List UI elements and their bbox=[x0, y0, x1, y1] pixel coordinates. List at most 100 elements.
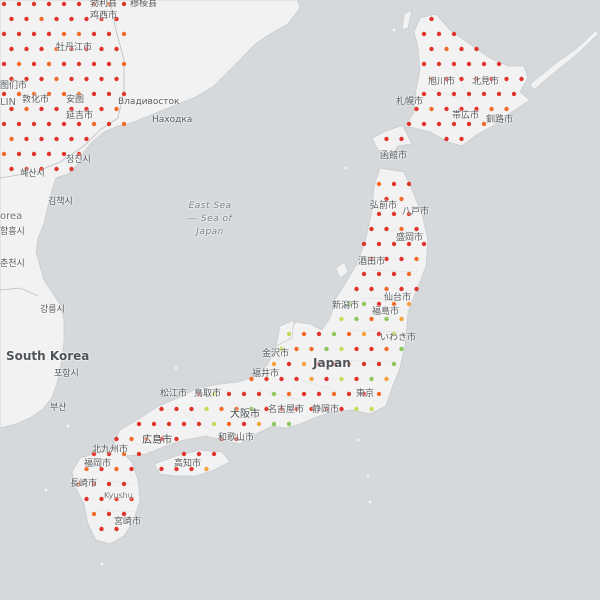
data-point[interactable] bbox=[309, 346, 314, 352]
data-point[interactable] bbox=[54, 106, 59, 112]
data-point[interactable] bbox=[1, 151, 7, 157]
data-point[interactable] bbox=[459, 46, 464, 52]
data-point[interactable] bbox=[106, 91, 112, 97]
data-point[interactable] bbox=[436, 31, 442, 37]
data-point[interactable] bbox=[106, 481, 112, 487]
data-point[interactable] bbox=[286, 331, 292, 337]
data-point[interactable] bbox=[414, 256, 419, 262]
data-point[interactable] bbox=[324, 376, 329, 382]
data-point[interactable] bbox=[39, 46, 44, 52]
data-point[interactable] bbox=[481, 91, 487, 97]
data-point[interactable] bbox=[84, 106, 89, 112]
data-point[interactable] bbox=[384, 286, 389, 292]
data-point[interactable] bbox=[361, 301, 367, 307]
data-point[interactable] bbox=[106, 121, 112, 127]
data-point[interactable] bbox=[301, 391, 307, 397]
data-point[interactable] bbox=[286, 361, 292, 367]
data-point[interactable] bbox=[414, 286, 419, 292]
data-point[interactable] bbox=[481, 61, 487, 67]
data-point[interactable] bbox=[106, 511, 112, 517]
data-point[interactable] bbox=[189, 406, 194, 412]
data-point[interactable] bbox=[331, 361, 337, 367]
data-point[interactable] bbox=[174, 466, 179, 472]
data-point[interactable] bbox=[279, 376, 284, 382]
data-point[interactable] bbox=[106, 451, 112, 457]
data-point[interactable] bbox=[129, 466, 134, 472]
data-point[interactable] bbox=[466, 121, 472, 127]
data-point[interactable] bbox=[391, 271, 397, 277]
data-point[interactable] bbox=[384, 376, 389, 382]
data-point[interactable] bbox=[159, 406, 164, 412]
data-point[interactable] bbox=[9, 16, 14, 22]
data-point[interactable] bbox=[211, 451, 217, 457]
data-point[interactable] bbox=[474, 76, 479, 82]
data-point[interactable] bbox=[294, 346, 299, 352]
data-point[interactable] bbox=[159, 466, 164, 472]
data-point[interactable] bbox=[196, 421, 202, 427]
data-point[interactable] bbox=[99, 496, 104, 502]
data-point[interactable] bbox=[399, 196, 404, 202]
data-point[interactable] bbox=[511, 91, 517, 97]
data-point[interactable] bbox=[421, 121, 427, 127]
data-point[interactable] bbox=[39, 16, 44, 22]
data-point[interactable] bbox=[406, 211, 412, 217]
data-point[interactable] bbox=[376, 271, 382, 277]
data-point[interactable] bbox=[496, 91, 502, 97]
data-point[interactable] bbox=[106, 1, 112, 7]
data-point[interactable] bbox=[24, 16, 29, 22]
data-point[interactable] bbox=[91, 1, 97, 7]
data-point[interactable] bbox=[256, 421, 262, 427]
data-point[interactable] bbox=[451, 61, 457, 67]
data-point[interactable] bbox=[346, 301, 352, 307]
data-point[interactable] bbox=[136, 451, 142, 457]
data-point[interactable] bbox=[429, 46, 434, 52]
data-point[interactable] bbox=[31, 31, 37, 37]
data-point[interactable] bbox=[384, 346, 389, 352]
data-point[interactable] bbox=[376, 331, 382, 337]
data-point[interactable] bbox=[346, 391, 352, 397]
data-point[interactable] bbox=[121, 121, 127, 127]
data-point[interactable] bbox=[54, 136, 59, 142]
data-point[interactable] bbox=[144, 436, 149, 442]
data-point[interactable] bbox=[451, 91, 457, 97]
data-point[interactable] bbox=[16, 1, 22, 7]
data-point[interactable] bbox=[16, 61, 22, 67]
data-point[interactable] bbox=[459, 136, 464, 142]
data-point[interactable] bbox=[406, 121, 412, 127]
data-point[interactable] bbox=[436, 61, 442, 67]
data-point[interactable] bbox=[39, 136, 44, 142]
data-point[interactable] bbox=[421, 91, 427, 97]
data-point[interactable] bbox=[391, 181, 397, 187]
data-point[interactable] bbox=[46, 151, 52, 157]
data-point[interactable] bbox=[361, 271, 367, 277]
data-point[interactable] bbox=[84, 46, 89, 52]
data-point[interactable] bbox=[271, 421, 277, 427]
data-point[interactable] bbox=[504, 76, 509, 82]
data-point[interactable] bbox=[1, 31, 7, 37]
data-point[interactable] bbox=[354, 286, 359, 292]
data-point[interactable] bbox=[226, 391, 232, 397]
data-point[interactable] bbox=[391, 241, 397, 247]
data-point[interactable] bbox=[121, 31, 127, 37]
data-point[interactable] bbox=[114, 496, 119, 502]
data-point[interactable] bbox=[241, 391, 247, 397]
data-point[interactable] bbox=[76, 151, 82, 157]
data-point[interactable] bbox=[31, 61, 37, 67]
data-point[interactable] bbox=[91, 91, 97, 97]
data-point[interactable] bbox=[31, 121, 37, 127]
data-point[interactable] bbox=[24, 136, 29, 142]
data-point[interactable] bbox=[76, 31, 82, 37]
data-point[interactable] bbox=[1, 121, 7, 127]
data-point[interactable] bbox=[504, 106, 509, 112]
data-point[interactable] bbox=[376, 391, 382, 397]
data-point[interactable] bbox=[114, 16, 119, 22]
data-point[interactable] bbox=[241, 421, 247, 427]
data-point[interactable] bbox=[369, 286, 374, 292]
data-point[interactable] bbox=[414, 226, 419, 232]
data-point[interactable] bbox=[61, 121, 67, 127]
data-point[interactable] bbox=[249, 376, 254, 382]
data-point[interactable] bbox=[121, 511, 127, 517]
data-point[interactable] bbox=[286, 421, 292, 427]
data-point[interactable] bbox=[99, 466, 104, 472]
data-point[interactable] bbox=[136, 421, 142, 427]
